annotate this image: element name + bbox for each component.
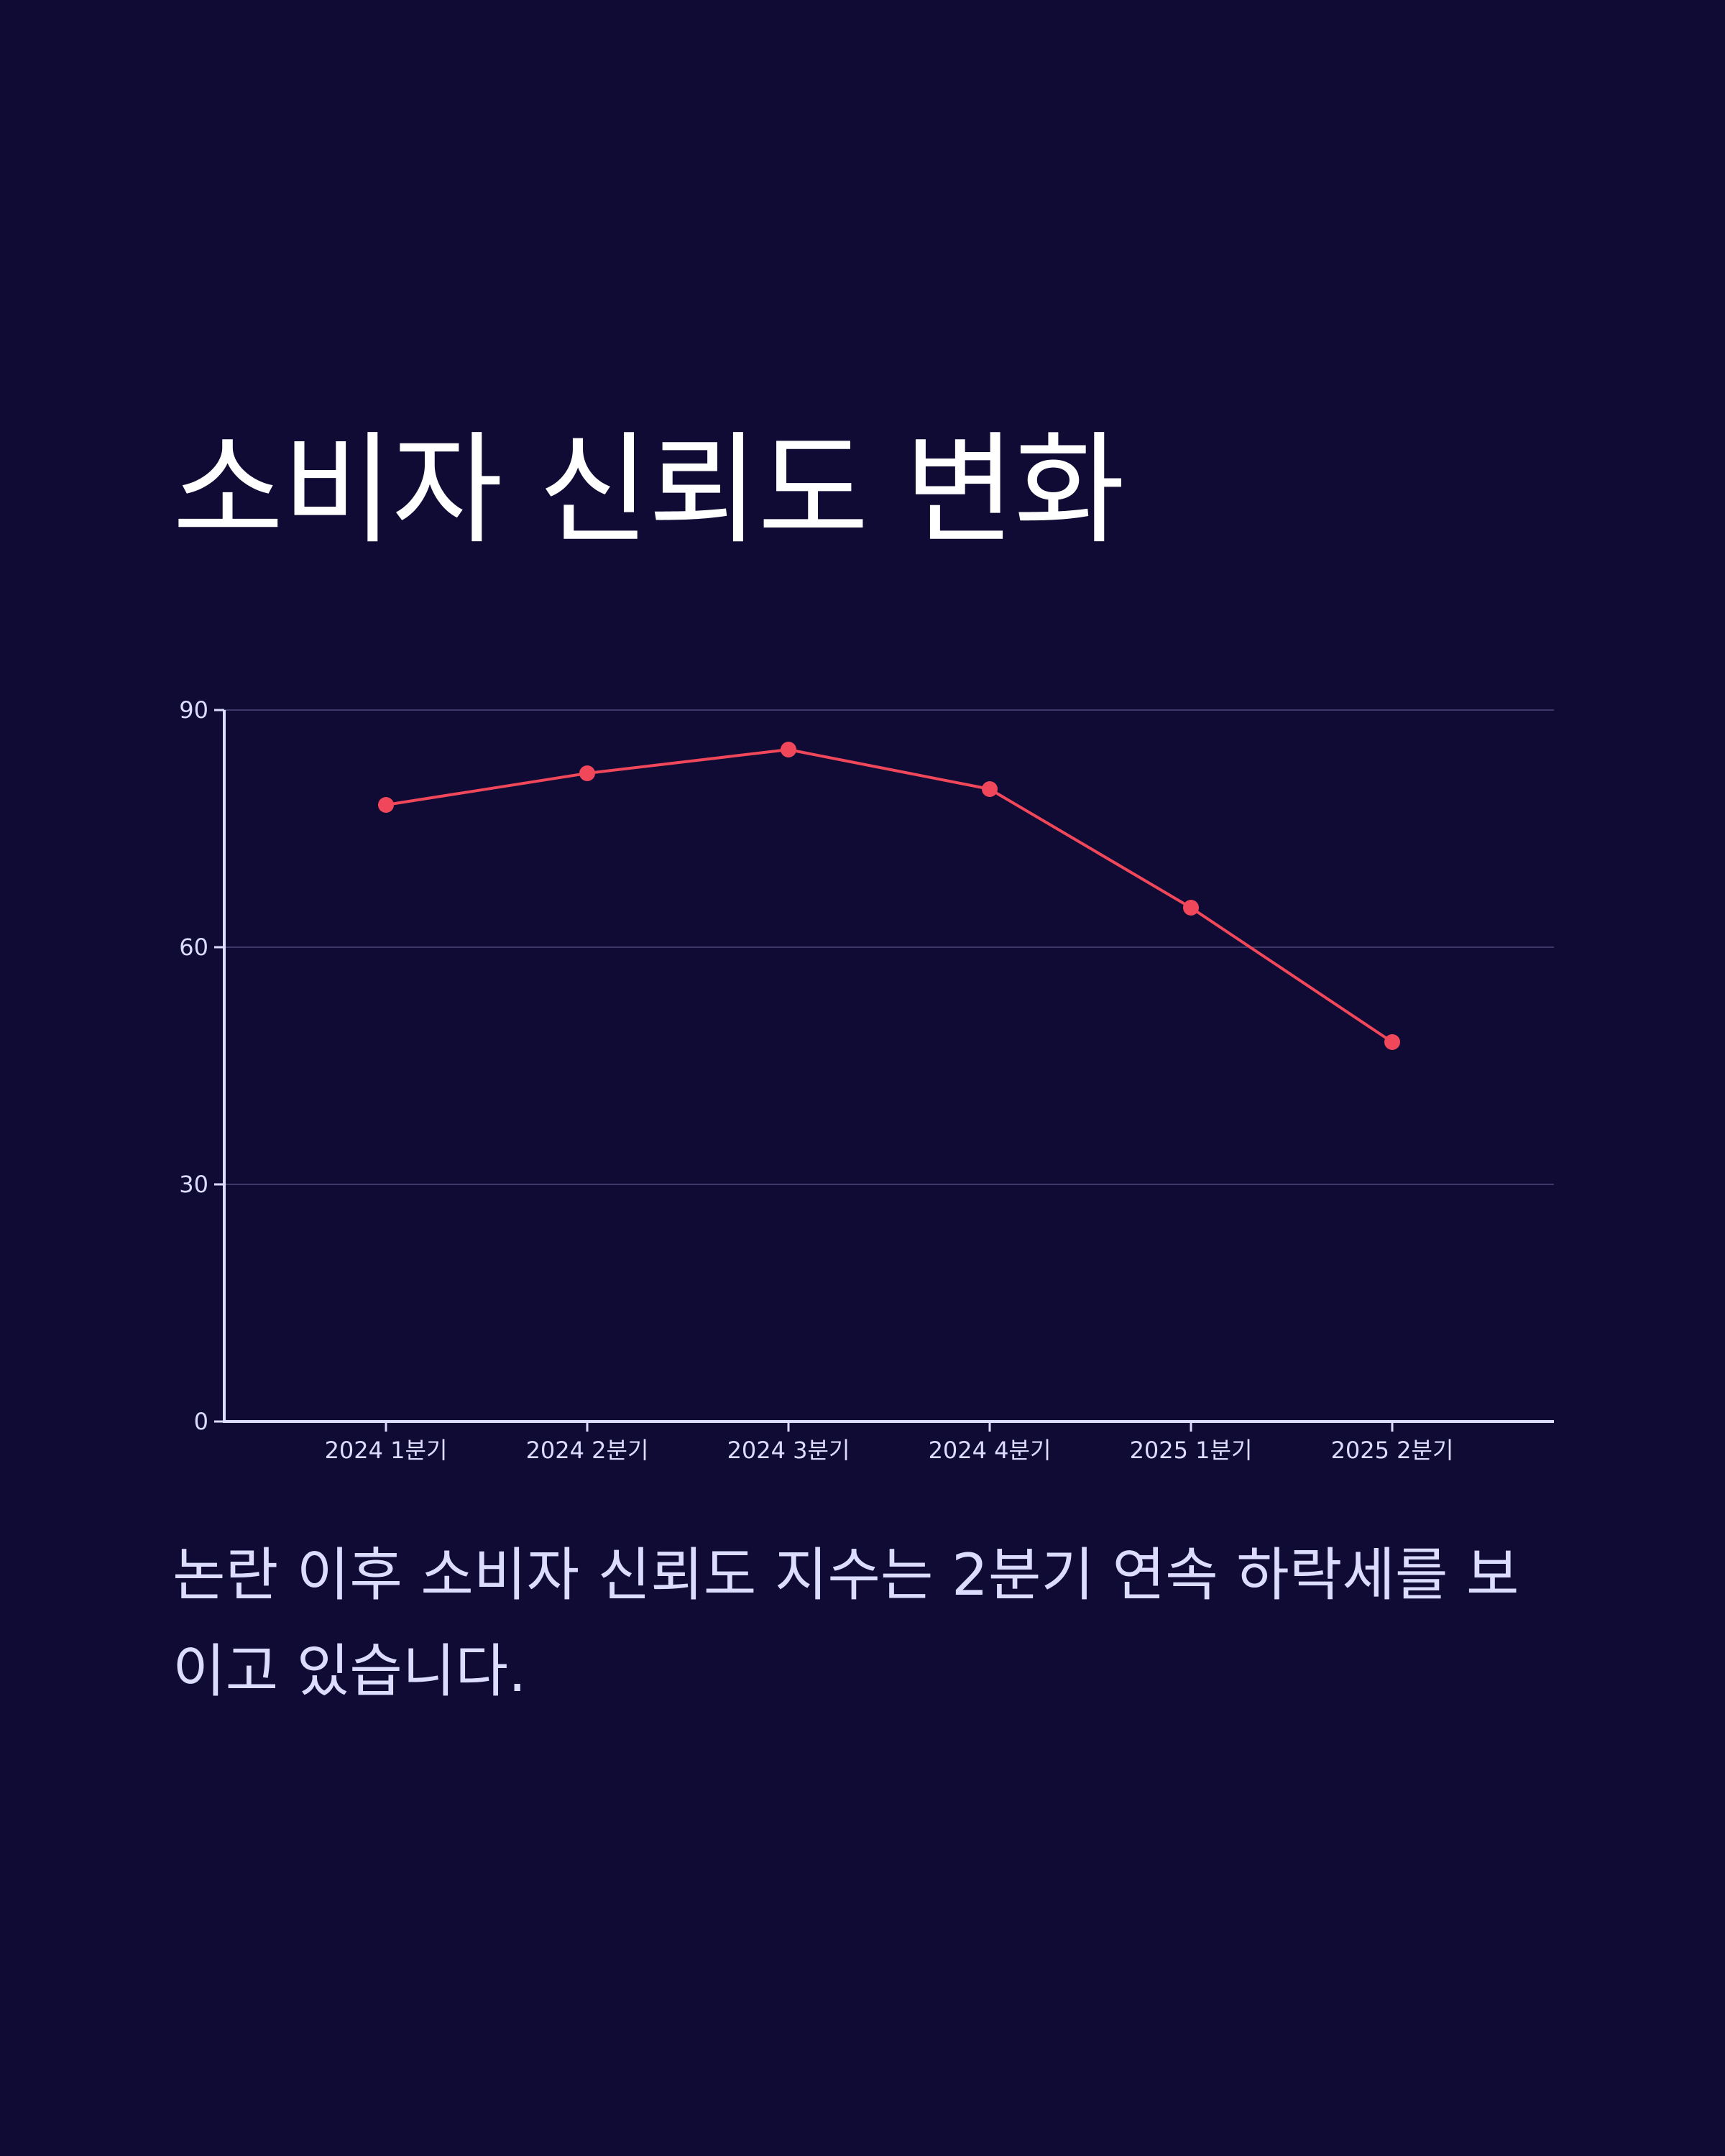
y-tick-label: 60 xyxy=(179,934,208,961)
x-tick-label: 2024 4분기 xyxy=(929,1437,1052,1464)
data-point xyxy=(579,765,595,781)
y-tick-label: 0 xyxy=(194,1408,208,1435)
x-tick-label: 2025 1분기 xyxy=(1130,1437,1253,1464)
data-point xyxy=(781,742,796,757)
x-tick-label: 2024 1분기 xyxy=(325,1437,448,1464)
x-tick-label: 2025 2분기 xyxy=(1331,1437,1454,1464)
x-tick-label: 2024 3분기 xyxy=(727,1437,850,1464)
data-point xyxy=(378,797,394,813)
grid-lines xyxy=(224,709,1554,1185)
chart-title: 소비자 신뢰도 변화 xyxy=(172,420,1125,561)
chart-caption: 논란 이후 소비자 신뢰도 지수는 2분기 연속 하락세를 보이고 있습니다. xyxy=(172,1542,1519,1705)
series-line xyxy=(385,748,1394,1044)
y-axis-ticks: 0 30 60 90 xyxy=(179,696,224,1435)
axes xyxy=(223,710,1554,1423)
data-point xyxy=(982,781,998,797)
data-point xyxy=(1384,1034,1400,1050)
x-tick-label: 2024 2분기 xyxy=(526,1437,649,1464)
line-chart: 0 30 60 90 2024 1분기 2024 2분기 2024 3분기 2024 4분기… xyxy=(179,696,1554,1464)
y-tick-label: 90 xyxy=(179,696,208,724)
series-layer xyxy=(378,742,1400,1050)
x-axis-ticks: 2024 1분기 2024 2분기 2024 3분기 2024 4분기 2025 1분기… xyxy=(325,1422,1454,1464)
y-tick-label: 30 xyxy=(179,1171,208,1198)
data-point xyxy=(1183,900,1199,916)
